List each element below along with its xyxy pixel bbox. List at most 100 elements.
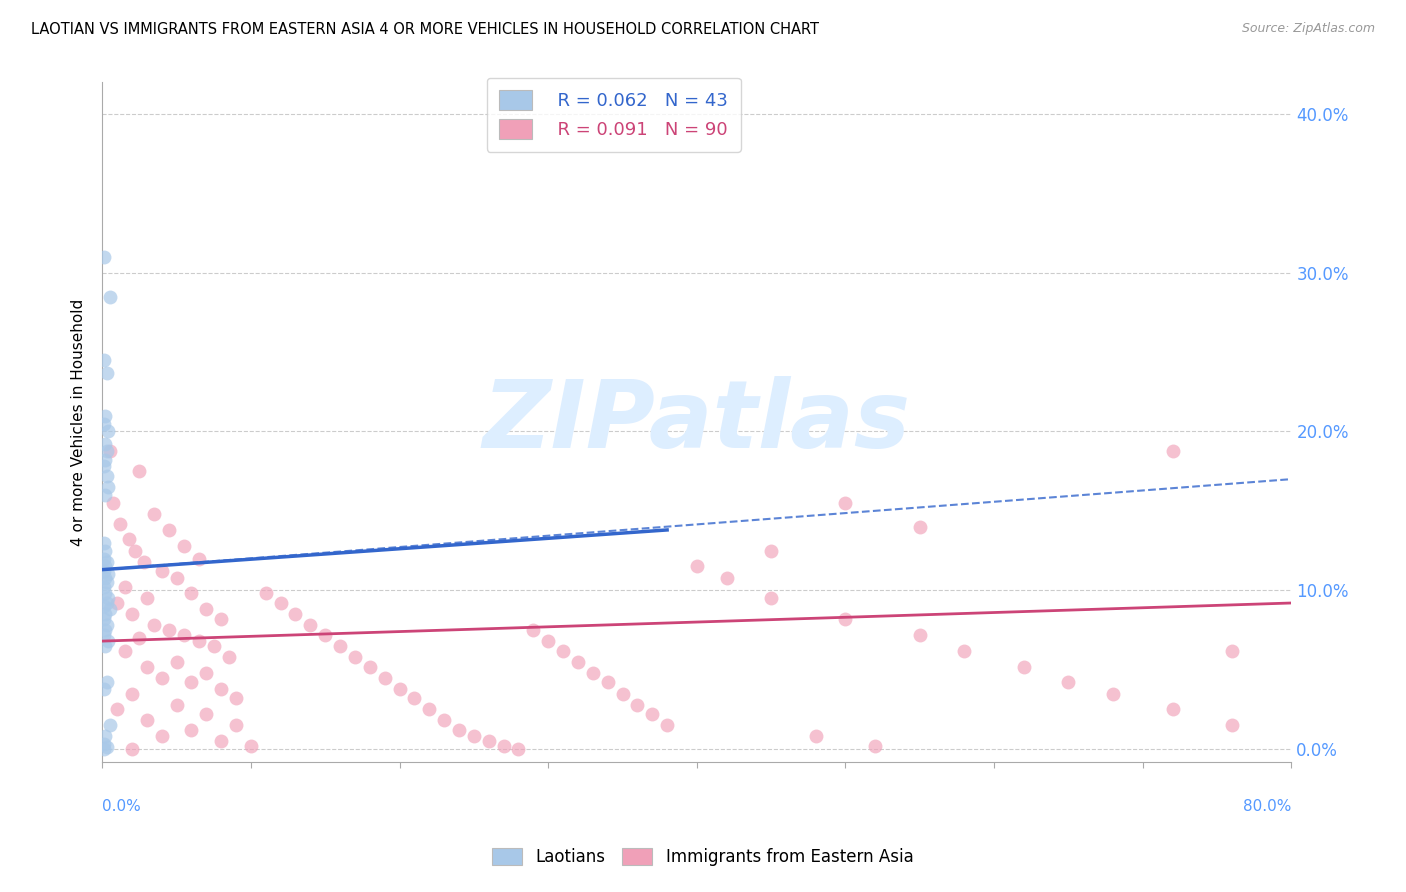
Point bbox=[94, 730, 117, 744]
Point bbox=[114, 580, 136, 594]
Point bbox=[94, 639, 117, 653]
Point bbox=[433, 714, 456, 728]
Point bbox=[94, 571, 117, 585]
Point bbox=[388, 681, 411, 696]
Point bbox=[128, 631, 150, 645]
Point bbox=[537, 634, 560, 648]
Point bbox=[135, 659, 157, 673]
Text: 80.0%: 80.0% bbox=[1243, 799, 1292, 814]
Point bbox=[121, 607, 143, 621]
Point bbox=[93, 564, 115, 578]
Point bbox=[180, 723, 202, 737]
Point bbox=[209, 734, 232, 748]
Point bbox=[187, 634, 209, 648]
Point bbox=[166, 698, 188, 712]
Point bbox=[374, 671, 396, 685]
Point bbox=[93, 459, 115, 474]
Point bbox=[284, 607, 307, 621]
Point bbox=[202, 639, 225, 653]
Point bbox=[187, 551, 209, 566]
Text: 0.0%: 0.0% bbox=[103, 799, 141, 814]
Point bbox=[626, 698, 648, 712]
Point bbox=[93, 737, 115, 751]
Point bbox=[582, 665, 605, 680]
Point bbox=[1161, 443, 1184, 458]
Point bbox=[1161, 702, 1184, 716]
Point bbox=[96, 618, 118, 632]
Point bbox=[447, 723, 470, 737]
Point bbox=[94, 453, 117, 467]
Point bbox=[96, 366, 118, 380]
Point bbox=[93, 551, 115, 566]
Point bbox=[105, 596, 128, 610]
Point bbox=[94, 409, 117, 423]
Point bbox=[98, 289, 121, 303]
Point bbox=[686, 559, 709, 574]
Point bbox=[93, 417, 115, 431]
Point bbox=[135, 591, 157, 606]
Point bbox=[96, 596, 118, 610]
Point bbox=[254, 586, 277, 600]
Point bbox=[299, 618, 322, 632]
Legend:   R = 0.062   N = 43,   R = 0.091   N = 90: R = 0.062 N = 43, R = 0.091 N = 90 bbox=[486, 78, 741, 152]
Point bbox=[96, 443, 118, 458]
Point bbox=[96, 469, 118, 483]
Point bbox=[759, 591, 782, 606]
Point bbox=[94, 607, 117, 621]
Point bbox=[98, 443, 121, 458]
Point bbox=[225, 718, 247, 732]
Point bbox=[908, 628, 931, 642]
Point bbox=[166, 571, 188, 585]
Point bbox=[114, 643, 136, 657]
Point bbox=[173, 628, 195, 642]
Point bbox=[209, 681, 232, 696]
Point bbox=[166, 655, 188, 669]
Point bbox=[404, 691, 426, 706]
Point bbox=[93, 535, 115, 549]
Point bbox=[612, 686, 634, 700]
Point bbox=[953, 643, 976, 657]
Point bbox=[121, 686, 143, 700]
Point bbox=[195, 707, 218, 722]
Text: Source: ZipAtlas.com: Source: ZipAtlas.com bbox=[1241, 22, 1375, 36]
Point bbox=[96, 575, 118, 590]
Point bbox=[94, 559, 117, 574]
Point bbox=[173, 539, 195, 553]
Legend: Laotians, Immigrants from Eastern Asia: Laotians, Immigrants from Eastern Asia bbox=[486, 841, 920, 873]
Point bbox=[94, 437, 117, 451]
Point bbox=[93, 742, 115, 756]
Point bbox=[121, 742, 143, 756]
Point bbox=[94, 623, 117, 637]
Point bbox=[97, 425, 120, 439]
Point bbox=[596, 675, 619, 690]
Point bbox=[94, 488, 117, 502]
Point bbox=[132, 555, 155, 569]
Point bbox=[157, 623, 180, 637]
Point bbox=[329, 639, 352, 653]
Point bbox=[93, 353, 115, 368]
Point bbox=[834, 612, 856, 626]
Point bbox=[150, 671, 173, 685]
Point bbox=[180, 586, 202, 600]
Point bbox=[508, 742, 530, 756]
Point bbox=[124, 543, 146, 558]
Point bbox=[359, 659, 381, 673]
Point bbox=[804, 730, 827, 744]
Point bbox=[239, 739, 262, 753]
Point bbox=[180, 675, 202, 690]
Point bbox=[522, 623, 544, 637]
Point bbox=[195, 602, 218, 616]
Point bbox=[478, 734, 501, 748]
Point bbox=[150, 564, 173, 578]
Point bbox=[157, 523, 180, 537]
Point bbox=[551, 643, 574, 657]
Point bbox=[1220, 643, 1243, 657]
Point bbox=[567, 655, 589, 669]
Point bbox=[1220, 718, 1243, 732]
Point bbox=[463, 730, 485, 744]
Point bbox=[863, 739, 886, 753]
Point bbox=[225, 691, 247, 706]
Point bbox=[93, 681, 115, 696]
Point bbox=[1012, 659, 1035, 673]
Point bbox=[94, 543, 117, 558]
